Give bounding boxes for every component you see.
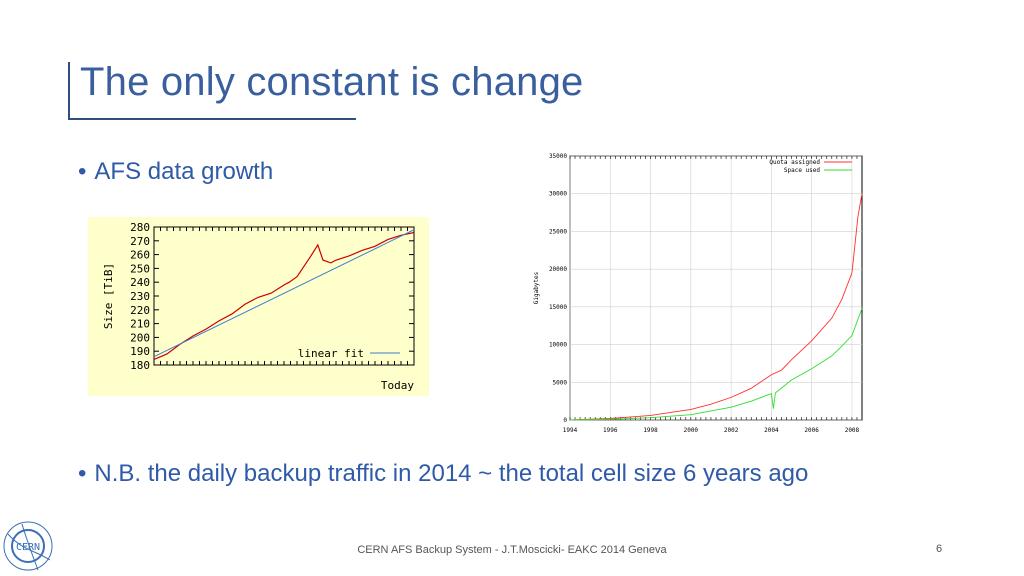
y-tick-label: 180	[130, 359, 150, 372]
x-tick-label: 2006	[804, 427, 819, 434]
y-tick-label: 240	[130, 276, 150, 289]
plot-frame	[569, 155, 863, 421]
y-tick-label: 210	[130, 318, 150, 331]
page-number: 6	[936, 543, 943, 555]
x-axis-label: Today	[381, 379, 414, 392]
bullet-text: AFS data growth	[94, 158, 274, 185]
y-tick-label: 10000	[549, 342, 567, 349]
y-axis-label: Gigabytes	[533, 271, 540, 304]
x-tick-label: 1998	[643, 427, 658, 434]
y-tick-label: 35000	[549, 153, 567, 160]
y-axis-label: Size [TiB]	[102, 263, 115, 329]
bullet-text: N.B. the daily backup traffic in 2014 ~ …	[94, 460, 809, 487]
y-tick-label: 220	[130, 304, 150, 317]
x-tick-label: 2000	[684, 427, 699, 434]
quota-usage-chart: 0 5000 10000 15000 20000 25000 30000 35000 1994 1…	[533, 153, 863, 434]
y-tick-label: 30000	[549, 191, 567, 198]
y-tick-label: 270	[130, 235, 150, 248]
space-used-line	[569, 308, 863, 421]
legend-label: Space used	[784, 167, 821, 174]
y-tick-label: 15000	[549, 304, 567, 311]
x-tick-label: 2008	[845, 427, 860, 434]
y-tick-label: 260	[130, 249, 150, 262]
x-tick-label: 2002	[724, 427, 739, 434]
x-tick-label: 1996	[603, 427, 618, 434]
bullet-afs-growth: • AFS data growth	[78, 158, 273, 186]
x-tick-label: 2004	[764, 427, 779, 434]
y-tick-label: 230	[130, 290, 150, 303]
slide-title: The only constant is change	[80, 60, 584, 104]
y-tick-label: 200	[130, 331, 150, 344]
y-tick-label: 190	[130, 345, 150, 358]
y-tick-label: 250	[130, 262, 150, 275]
y-tick-label: 280	[130, 221, 150, 234]
bullet-dot: •	[78, 460, 87, 487]
y-tick-label: 20000	[549, 266, 567, 273]
y-tick-label: 25000	[549, 228, 567, 235]
logo-text: CERN	[16, 542, 40, 553]
cern-logo: CERN	[3, 521, 53, 571]
legend-label: linear fit	[298, 347, 364, 360]
y-tick-label: 5000	[553, 379, 568, 386]
bullet-dot: •	[78, 158, 87, 185]
linear-fit-line	[153, 229, 415, 358]
title-bracket	[68, 62, 356, 120]
x-tick-label: 1994	[563, 427, 578, 434]
bullet-backup-traffic: • N.B. the daily backup traffic in 2014 ~…	[78, 460, 808, 488]
footer-text: CERN AFS Backup System - J.T.Moscicki- E…	[357, 544, 667, 556]
y-tick-label: 0	[563, 417, 567, 424]
quota-assigned-line	[569, 193, 863, 421]
legend-label: Quota assigned	[769, 159, 820, 166]
size-series-line	[153, 231, 415, 361]
